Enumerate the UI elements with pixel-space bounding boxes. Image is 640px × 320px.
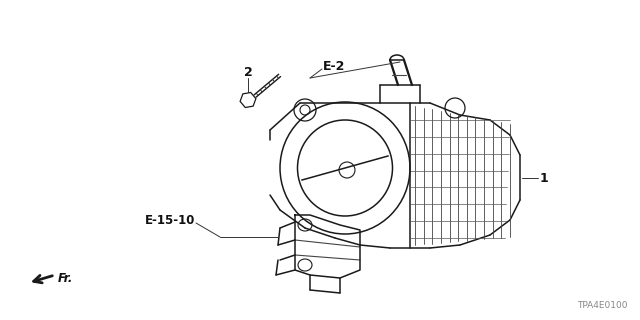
Text: TPA4E0100: TPA4E0100 xyxy=(577,300,628,309)
Text: E-2: E-2 xyxy=(323,60,346,73)
Text: E-15-10: E-15-10 xyxy=(145,213,195,227)
Text: 1: 1 xyxy=(540,172,548,185)
Text: 2: 2 xyxy=(244,66,252,78)
Text: Fr.: Fr. xyxy=(58,271,74,284)
